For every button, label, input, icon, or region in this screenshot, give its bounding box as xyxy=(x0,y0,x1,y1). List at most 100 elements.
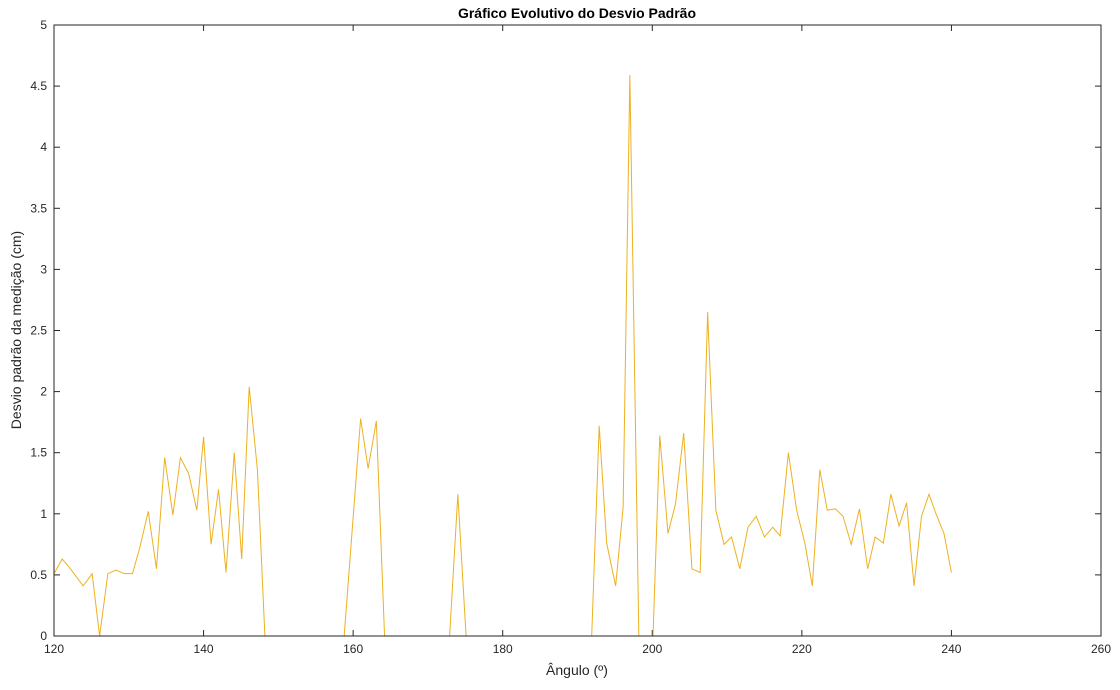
x-tick-label: 200 xyxy=(642,642,662,656)
y-tick-label: 1 xyxy=(40,507,47,521)
data-point xyxy=(943,533,944,534)
x-axis-label: Ângulo (º) xyxy=(546,662,608,678)
data-point xyxy=(890,494,891,495)
y-tick-label: 0 xyxy=(40,629,47,643)
y-tick-label: 2.5 xyxy=(30,324,47,338)
data-point xyxy=(62,558,63,559)
data-point xyxy=(376,420,377,421)
data-point xyxy=(842,516,843,517)
y-tick-label: 1.5 xyxy=(30,446,47,460)
data-point xyxy=(859,508,860,509)
data-point xyxy=(691,568,692,569)
data-point xyxy=(132,573,133,574)
data-point xyxy=(772,527,773,528)
y-axis-label: Desvio padrão da medição (cm) xyxy=(8,231,24,429)
data-point xyxy=(731,536,732,537)
data-point xyxy=(875,536,876,537)
data-point xyxy=(707,312,708,313)
y-tick-label: 5 xyxy=(40,18,47,32)
data-point xyxy=(196,510,197,511)
data-point xyxy=(867,568,868,569)
data-point xyxy=(739,568,740,569)
x-tick-label: 140 xyxy=(194,642,214,656)
data-point xyxy=(172,514,173,515)
x-tick-label: 180 xyxy=(493,642,513,656)
data-point xyxy=(156,568,157,569)
data-point xyxy=(107,573,108,574)
data-point xyxy=(599,425,600,426)
data-point xyxy=(675,503,676,504)
data-point xyxy=(788,452,789,453)
data-point xyxy=(210,544,211,545)
data-point xyxy=(715,510,716,511)
data-point xyxy=(241,558,242,559)
data-point xyxy=(921,516,922,517)
data-point xyxy=(139,546,140,547)
data-point xyxy=(835,508,836,509)
data-point xyxy=(928,494,929,495)
x-tick-label: 220 xyxy=(792,642,812,656)
x-tick-label: 260 xyxy=(1091,642,1111,656)
plot-box xyxy=(53,24,1102,637)
data-point xyxy=(606,543,607,544)
chart-title: Gráfico Evolutivo do Desvio Padrão xyxy=(458,5,696,21)
data-point xyxy=(629,75,630,76)
x-axis: 120 140 160 180 200 220 240 260 xyxy=(44,25,1111,656)
series-line xyxy=(53,75,952,637)
data-point xyxy=(164,457,165,458)
series-layer xyxy=(53,75,952,637)
data-point xyxy=(906,502,907,503)
data-point xyxy=(898,525,899,526)
y-tick-label: 0.5 xyxy=(30,568,47,582)
data-point xyxy=(747,527,748,528)
x-tick-label: 120 xyxy=(44,642,64,656)
y-tick-label: 3 xyxy=(40,262,47,276)
data-point xyxy=(92,573,93,574)
data-point xyxy=(796,510,797,511)
data-point xyxy=(700,572,701,573)
data-point xyxy=(124,573,125,574)
y-tick-label: 3.5 xyxy=(30,201,47,215)
data-point xyxy=(827,510,828,511)
data-point xyxy=(851,544,852,545)
data-point xyxy=(723,544,724,545)
data-point xyxy=(188,473,189,474)
data-point xyxy=(615,585,616,586)
data-point xyxy=(234,452,235,453)
data-point xyxy=(257,469,258,470)
data-point xyxy=(756,516,757,517)
data-point xyxy=(936,514,937,515)
data-point xyxy=(148,511,149,512)
y-tick-label: 4.5 xyxy=(30,79,47,93)
data-point xyxy=(913,585,914,586)
data-point xyxy=(659,435,660,436)
data-point xyxy=(368,468,369,469)
data-point xyxy=(115,569,116,570)
data-point xyxy=(812,585,813,586)
y-axis: 0 0.5 1 1.5 2 2.5 3 3.5 4 4.5 5 xyxy=(30,18,1101,643)
data-point xyxy=(819,469,820,470)
data-point xyxy=(457,494,458,495)
data-point xyxy=(883,543,884,544)
data-point xyxy=(180,457,181,458)
data-point xyxy=(764,536,765,537)
data-point xyxy=(70,568,71,569)
data-point xyxy=(249,386,250,387)
data-point xyxy=(667,533,668,534)
x-tick-label: 240 xyxy=(941,642,961,656)
data-point xyxy=(780,535,781,536)
data-point xyxy=(218,489,219,490)
data-point xyxy=(683,433,684,434)
data-point xyxy=(203,436,204,437)
data-point xyxy=(623,507,624,508)
data-point xyxy=(951,572,952,573)
data-point xyxy=(83,585,84,586)
data-point xyxy=(804,543,805,544)
data-point xyxy=(225,572,226,573)
x-tick-label: 160 xyxy=(343,642,363,656)
data-point xyxy=(360,418,361,419)
y-tick-label: 2 xyxy=(40,385,47,399)
y-tick-label: 4 xyxy=(40,140,47,154)
